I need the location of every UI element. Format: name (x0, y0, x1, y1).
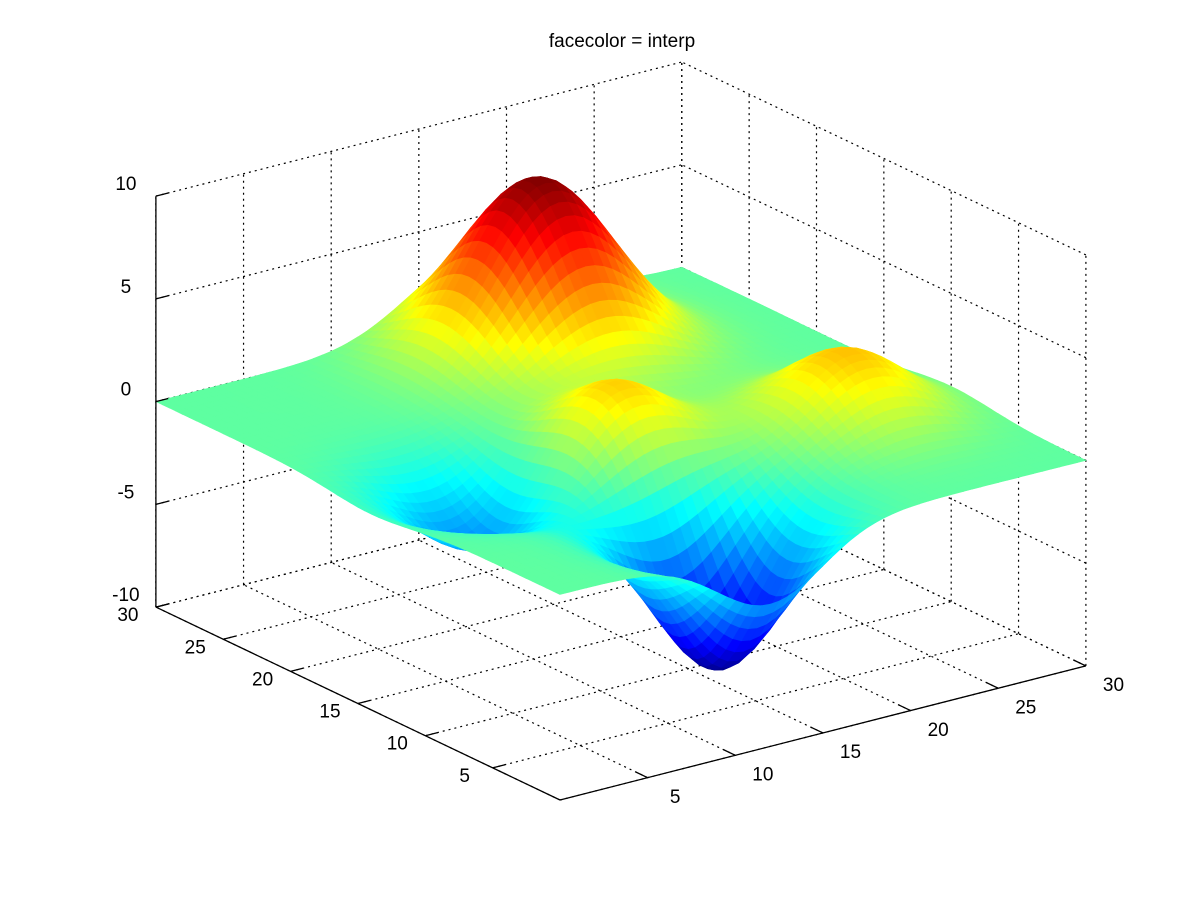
y-tick-mark (357, 699, 371, 705)
z-tick-label: -5 (117, 482, 134, 503)
y-tick-label: 10 (387, 734, 408, 755)
y-tick-label: 5 (459, 766, 470, 787)
x-tick-mark (635, 771, 648, 779)
back-wall-grid-line (155, 164, 682, 300)
x-tick-mark (1073, 659, 1087, 667)
x-tick-label: 20 (928, 720, 949, 741)
x-tick-mark (898, 704, 911, 712)
x-tick-mark (722, 748, 736, 756)
back-wall-grid-line (155, 61, 682, 197)
x-tick-mark (810, 726, 824, 734)
surface-layer (155, 176, 1087, 671)
z-tick-label: -10 (112, 585, 139, 606)
x-tick-label: 10 (752, 765, 773, 786)
y-tick-label: 15 (319, 702, 340, 723)
x-tick-label: 25 (1015, 698, 1036, 719)
z-tick-mark (155, 500, 169, 505)
z-tick-mark (155, 295, 169, 300)
side-wall-grid-line (681, 61, 1087, 256)
z-tick-label: 5 (121, 277, 132, 298)
z-tick-label: 10 (115, 174, 136, 195)
y-tick-mark (492, 764, 506, 769)
chart-title: facecolor = interp (549, 31, 695, 52)
floor-grid-line (492, 633, 1019, 769)
y-tick-mark (290, 667, 304, 673)
x-tick-label: 5 (670, 787, 681, 808)
y-tick-label: 20 (252, 669, 273, 690)
y-tick-mark (223, 635, 236, 640)
z-tick-mark (155, 192, 169, 197)
x-tick-label: 30 (1103, 675, 1124, 696)
floor-grid-line (357, 568, 884, 705)
x-tick-mark (985, 681, 999, 689)
y-tick-mark (425, 731, 438, 737)
side-wall-grid-line (681, 164, 1087, 359)
floor-grid-line (425, 601, 952, 737)
z-tick-mark (155, 603, 169, 608)
z-tick-label: 0 (121, 380, 132, 401)
floor-grid-line (223, 504, 750, 640)
floor-grid-line (290, 536, 817, 672)
y-tick-label: 25 (185, 637, 206, 658)
back-wall-grid-line (155, 472, 682, 608)
x-tick-label: 15 (840, 742, 861, 763)
y-tick-label: 30 (117, 605, 138, 626)
